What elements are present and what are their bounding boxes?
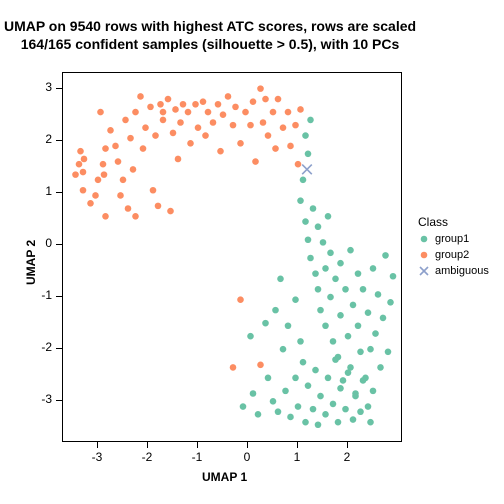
chart-title-line2: 164/165 confident samples (silhouette > … [0, 36, 420, 54]
y-tick-label: 0 [45, 236, 52, 250]
legend-item: group2 [418, 249, 489, 261]
y-tick-label: -3 [41, 392, 52, 406]
umap-scatter-chart: UMAP on 9540 rows with highest ATC score… [0, 0, 504, 504]
legend-item: ambiguous [418, 265, 489, 277]
y-tick-label: -2 [41, 340, 52, 354]
y-tick-label: 1 [45, 184, 52, 198]
legend-item: group1 [418, 233, 489, 245]
x-tick [297, 442, 298, 448]
legend-title: Class [418, 215, 489, 229]
x-tick-label: 2 [337, 450, 357, 464]
legend-swatch [418, 265, 430, 277]
x-tick [247, 442, 248, 448]
x-axis-label: UMAP 1 [202, 470, 247, 484]
y-tick [56, 244, 62, 245]
legend-label: group2 [435, 249, 469, 261]
x-tick-label: -1 [187, 450, 207, 464]
x-tick [97, 442, 98, 448]
y-tick [56, 192, 62, 193]
legend-label: ambiguous [435, 265, 489, 277]
y-tick [56, 88, 62, 89]
y-tick-label: 3 [45, 80, 52, 94]
x-tick-label: -3 [87, 450, 107, 464]
y-axis-label: UMAP 2 [24, 240, 38, 285]
x-tick [147, 442, 148, 448]
chart-title-line1: UMAP on 9540 rows with highest ATC score… [0, 18, 420, 36]
legend-swatch [418, 249, 430, 261]
x-tick [197, 442, 198, 448]
y-tick-label: -1 [41, 288, 52, 302]
y-tick [56, 296, 62, 297]
x-tick-label: 1 [287, 450, 307, 464]
x-tick [347, 442, 348, 448]
y-tick [56, 140, 62, 141]
y-tick [56, 348, 62, 349]
y-tick-label: 2 [45, 132, 52, 146]
legend: Class group1 group2 ambiguous [418, 215, 489, 277]
x-tick-label: 0 [237, 450, 257, 464]
x-tick-label: -2 [137, 450, 157, 464]
plot-area [62, 72, 402, 442]
legend-swatch [418, 233, 430, 245]
legend-label: group1 [435, 233, 469, 245]
y-tick [56, 400, 62, 401]
chart-title: UMAP on 9540 rows with highest ATC score… [0, 18, 420, 53]
scatter-svg [63, 73, 403, 443]
